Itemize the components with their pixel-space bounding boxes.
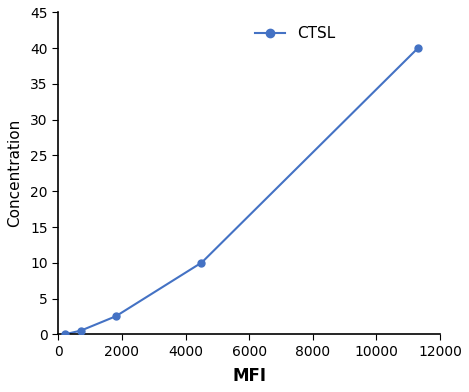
X-axis label: MFI: MFI bbox=[232, 367, 266, 385]
Y-axis label: Concentration: Concentration bbox=[7, 119, 22, 227]
Legend: CTSL: CTSL bbox=[249, 20, 341, 47]
